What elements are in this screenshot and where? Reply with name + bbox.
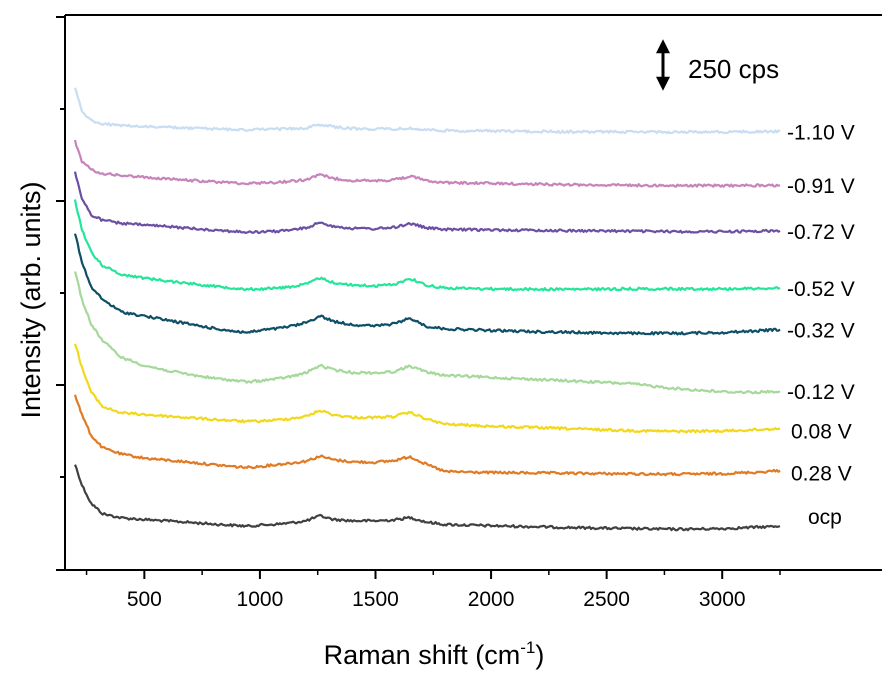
scale-bar-arrow-up <box>656 39 670 54</box>
series-line-6 <box>73 171 781 235</box>
series-label-5: -0.52 V <box>787 278 855 301</box>
series-layer <box>73 87 781 532</box>
axes-layer <box>64 14 882 571</box>
series-label-2: 0.08 V <box>791 420 852 443</box>
x-tick-label-3: 2000 <box>468 588 515 611</box>
series-line-4 <box>73 233 781 336</box>
series-labels: ocp 0.28 V 0.08 V -0.12 V -0.32 V -0.52 V -0.7… <box>787 122 855 530</box>
x-axis-title-main: Raman shift (cm <box>324 640 521 670</box>
x-axis-title-sup: -1 <box>520 638 535 657</box>
series-line-3 <box>73 271 781 395</box>
x-tick-label-0: 500 <box>127 588 162 611</box>
scale-bar-arrow-down <box>656 76 670 91</box>
series-line-8 <box>73 87 781 135</box>
scale-bar-label: 250 cps <box>688 54 779 84</box>
series-label-6: -0.72 V <box>787 221 855 244</box>
x-axis-title-end: ) <box>535 640 544 670</box>
series-label-0: ocp <box>808 506 842 529</box>
series-line-2 <box>73 343 781 434</box>
series-line-5 <box>73 199 781 292</box>
x-tick-label-2: 1500 <box>352 588 399 611</box>
scale-bar: 250 cps <box>656 39 779 91</box>
series-label-1: 0.28 V <box>791 463 852 486</box>
x-tick-label-1: 1000 <box>237 588 284 611</box>
y-axis-title: Intensity (arb. units) <box>16 181 46 418</box>
series-label-4: -0.32 V <box>787 319 855 342</box>
series-label-8: -1.10 V <box>787 122 855 145</box>
series-label-3: -0.12 V <box>787 381 855 404</box>
x-axis-title: Raman shift (cm-1) <box>324 638 545 670</box>
series-line-7 <box>73 139 781 188</box>
ticks-layer: 500 1000 1500 2000 2500 3000 <box>56 16 781 611</box>
series-label-7: -0.91 V <box>787 175 855 198</box>
x-tick-label-4: 2500 <box>583 588 630 611</box>
series-line-0 <box>73 464 781 532</box>
series-line-1 <box>73 394 781 477</box>
x-tick-label-5: 3000 <box>699 588 746 611</box>
